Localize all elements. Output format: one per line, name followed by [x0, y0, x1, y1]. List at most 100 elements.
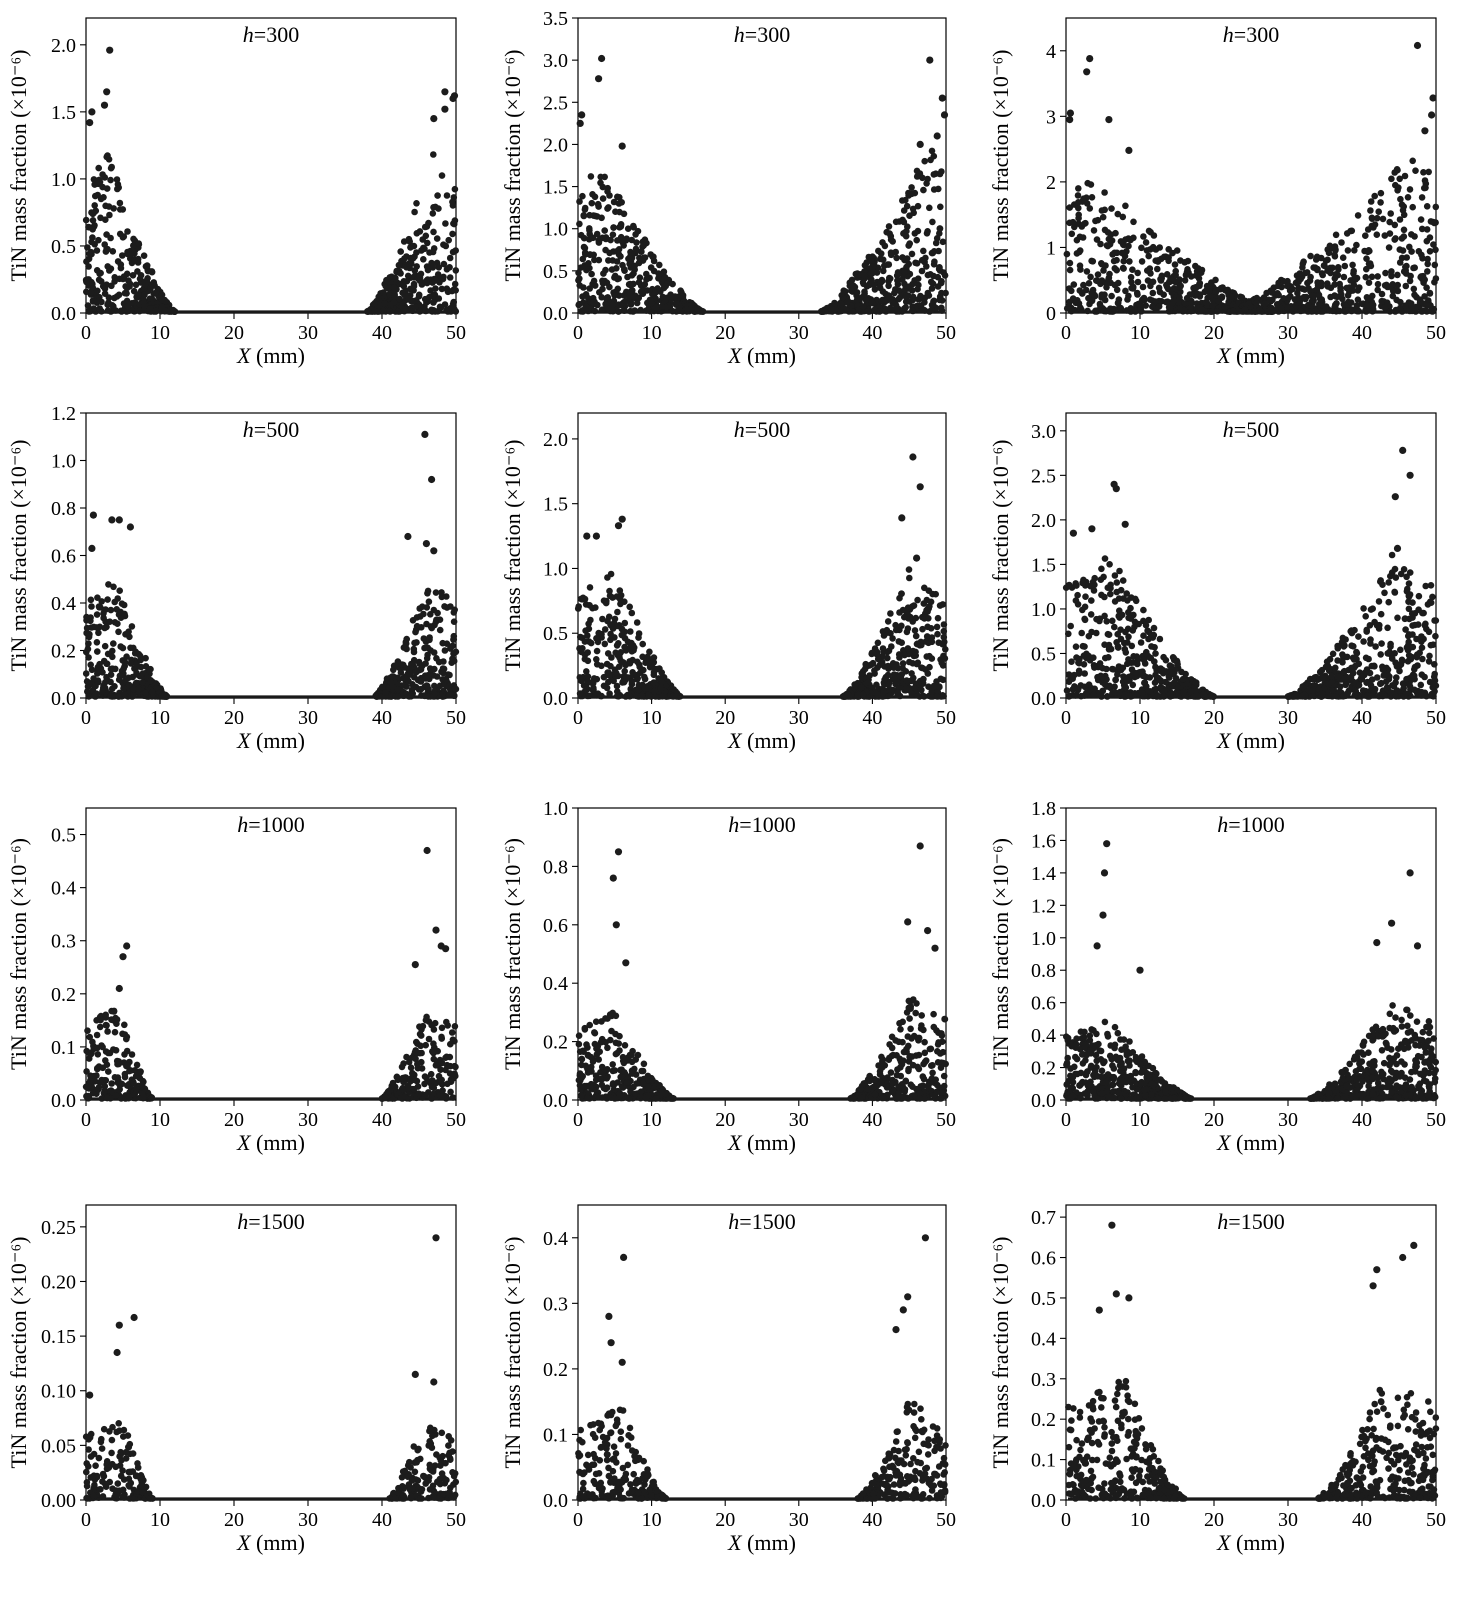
- data-point: [119, 275, 127, 283]
- data-point: [1192, 679, 1200, 686]
- data-point: [106, 618, 114, 625]
- chart-panel: 0 10 20 30 40 500.00.51.01.52.0X (mm)TiN mass…: [500, 412, 956, 753]
- data-point: [116, 206, 124, 213]
- data-point: [574, 605, 582, 612]
- data-point: [1083, 268, 1091, 275]
- data-point: [1105, 631, 1113, 638]
- data-point: [1340, 301, 1348, 308]
- data-point: [1379, 215, 1387, 223]
- data-point: [880, 267, 887, 275]
- data-point: [429, 210, 437, 217]
- data-point: [1167, 304, 1174, 312]
- data-point: [895, 295, 902, 303]
- data-point: [1116, 665, 1124, 672]
- data-point: [1331, 275, 1339, 282]
- data-point: [599, 183, 607, 191]
- data-point: [941, 272, 949, 279]
- panel-title: h=500: [1223, 417, 1279, 442]
- data-point: [1111, 265, 1119, 272]
- data-point: [898, 514, 906, 522]
- data-point: [1217, 284, 1225, 292]
- x-tick-label: 30: [789, 707, 809, 729]
- data-point: [1110, 257, 1118, 265]
- data-point: [905, 283, 913, 291]
- data-point: [1361, 247, 1368, 255]
- data-point: [1241, 306, 1249, 314]
- y-tick-label: 3: [1046, 106, 1056, 128]
- data-point: [402, 287, 409, 295]
- data-point: [1366, 260, 1374, 267]
- data-point: [1350, 281, 1358, 289]
- data-point: [590, 299, 597, 307]
- data-point: [86, 250, 93, 257]
- data-point: [1122, 287, 1129, 295]
- x-tick-label: 40: [862, 322, 882, 344]
- data-point: [93, 247, 101, 254]
- data-point: [1385, 244, 1393, 251]
- data-point: [443, 285, 451, 293]
- data-point: [1369, 307, 1377, 314]
- data-point: [1218, 293, 1226, 301]
- panel-title-value: =300: [1234, 22, 1279, 47]
- data-point: [433, 235, 441, 242]
- data-point: [1128, 666, 1136, 673]
- data-point: [909, 205, 917, 213]
- data-point: [430, 151, 437, 158]
- data-point: [1066, 109, 1074, 117]
- data-point: [911, 627, 919, 634]
- data-point: [1175, 296, 1182, 304]
- data-point: [451, 185, 459, 193]
- data-point: [1106, 561, 1113, 568]
- data-point: [136, 672, 144, 680]
- data-point: [672, 300, 679, 307]
- data-point: [1431, 617, 1438, 624]
- data-point: [608, 266, 616, 273]
- data-point: [902, 232, 910, 240]
- data-point: [589, 604, 596, 612]
- y-tick-label: 1.2: [51, 403, 76, 425]
- data-point: [892, 218, 900, 226]
- data-point: [1400, 268, 1408, 275]
- data-point: [94, 287, 101, 295]
- data-point: [583, 685, 590, 693]
- data-point: [639, 640, 646, 648]
- data-point: [1121, 252, 1129, 260]
- data-point: [435, 264, 443, 271]
- data-point: [908, 690, 916, 698]
- data-point: [1155, 284, 1163, 292]
- data-point: [125, 681, 133, 689]
- data-point: [1089, 258, 1097, 265]
- data-point: [900, 218, 908, 226]
- data-point: [1170, 297, 1178, 305]
- data-point: [1382, 269, 1389, 277]
- data-point: [578, 111, 586, 119]
- data-point: [598, 630, 605, 638]
- data-point: [392, 662, 399, 669]
- data-point: [1163, 281, 1170, 289]
- data-point: [930, 682, 938, 690]
- data-point: [1083, 68, 1091, 76]
- data-point: [87, 596, 95, 604]
- data-point: [1123, 676, 1131, 684]
- data-point: [619, 239, 626, 246]
- data-point: [857, 271, 865, 278]
- data-point: [1146, 674, 1154, 681]
- chart-panel: 0 10 20 30 40 500.00.51.01.52.0X (mm)TiN mass…: [6, 17, 466, 368]
- data-point: [1113, 588, 1120, 596]
- data-point: [1182, 692, 1189, 699]
- data-point: [1081, 670, 1088, 677]
- data-point: [1140, 294, 1148, 302]
- data-point: [924, 605, 932, 613]
- data-point: [1079, 606, 1086, 614]
- data-point: [417, 685, 425, 693]
- data-point: [140, 252, 148, 259]
- data-point: [924, 670, 932, 677]
- data-point: [627, 252, 634, 260]
- data-point: [614, 522, 623, 530]
- data-point: [117, 643, 124, 650]
- data-point: [933, 132, 941, 140]
- data-point: [101, 241, 108, 248]
- data-point: [137, 272, 145, 279]
- data-point: [606, 192, 613, 199]
- data-point: [104, 650, 112, 658]
